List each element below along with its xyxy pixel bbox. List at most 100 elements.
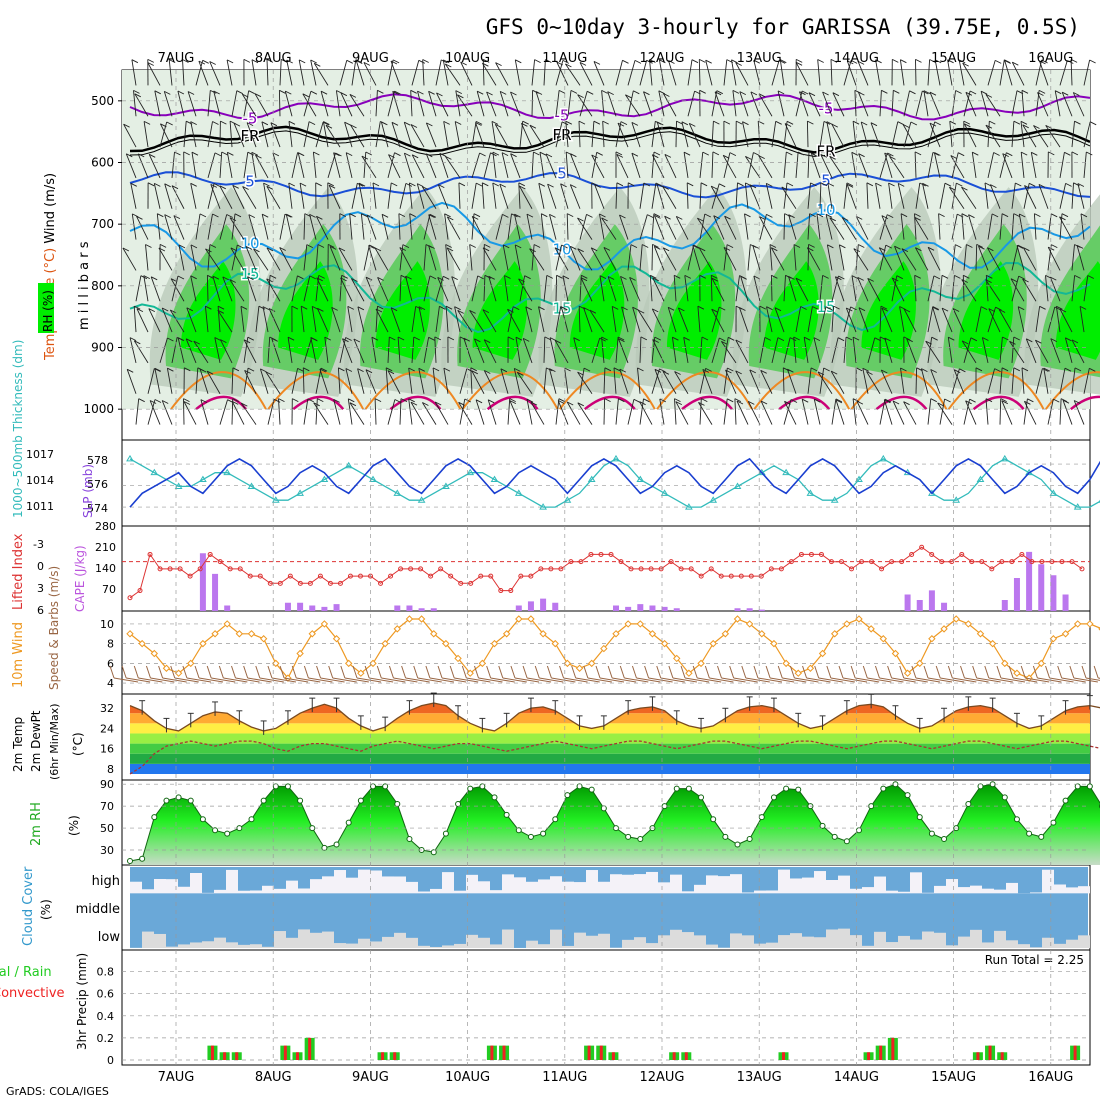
upper-air-barb	[349, 402, 365, 425]
thickness-marker	[1000, 454, 1009, 462]
upper-air-barb-flag	[627, 182, 635, 187]
upper-air-barb	[262, 306, 269, 333]
upper-air-barb-flag	[758, 155, 765, 160]
upper-air-barb-flag	[1026, 338, 1033, 343]
upper-air-barb-flag	[713, 120, 720, 125]
cloud-low-bar	[370, 941, 382, 948]
upper-air-barb	[507, 213, 512, 240]
upper-air-barb-flag	[894, 245, 901, 250]
temp-unit-label: (°C)	[71, 732, 85, 756]
cloud-high-bar	[334, 870, 346, 894]
upper-air-barb-flag	[1019, 213, 1026, 218]
upper-air-barb-flag	[726, 398, 734, 403]
upper-air-barb	[1024, 185, 1037, 209]
upper-air-barb-flag	[956, 182, 963, 187]
wind-speed-marker	[952, 615, 960, 623]
cloud-high-bar	[286, 880, 298, 894]
upper-air-barb-flag	[212, 213, 219, 218]
upper-air-barb	[315, 244, 319, 271]
upper-air-barb	[268, 308, 281, 333]
wind-tick-label: 6	[107, 657, 114, 670]
upper-air-barb	[171, 185, 185, 209]
upper-air-barb	[543, 367, 547, 394]
upper-air-barb-flag	[786, 120, 794, 125]
upper-air-barb	[656, 121, 665, 148]
upper-air-barb	[631, 153, 641, 179]
upper-air-barb	[697, 306, 701, 333]
upper-air-barb-flag	[262, 306, 270, 311]
wind-barb-flag	[826, 665, 832, 679]
upper-air-barb-flag	[683, 151, 691, 156]
upper-air-barb	[387, 399, 396, 425]
rh-marker	[321, 844, 328, 851]
cloud-low-bar	[190, 942, 202, 948]
wind-barb	[174, 677, 199, 683]
upper-air-barb-flag	[375, 308, 383, 313]
lifted-index-marker	[568, 559, 574, 565]
upper-air-barb-flag	[157, 213, 164, 218]
upper-air-barb	[481, 182, 485, 209]
upper-air-barb-flag	[186, 307, 194, 312]
upper-air-barb-flag	[799, 91, 806, 96]
wind-barb	[855, 677, 880, 683]
wind-barb-flag	[680, 665, 686, 679]
upper-air-barb-flag	[1017, 244, 1025, 249]
upper-air-barb	[750, 91, 761, 117]
upper-air-barb-flag	[787, 368, 794, 373]
upper-air-barb-flag	[213, 183, 221, 187]
upper-air-barb	[565, 63, 581, 86]
cloud-high-bar	[466, 874, 478, 894]
upper-air-barb	[316, 308, 329, 333]
upper-air-barb	[421, 186, 437, 209]
upper-air-barb	[627, 90, 634, 117]
wind-barb-flag	[376, 665, 382, 679]
upper-air-barb-flag	[786, 182, 794, 187]
upper-air-barb	[154, 90, 161, 117]
upper-air-barb-flag	[949, 120, 957, 125]
upper-air-barb	[287, 337, 293, 363]
upper-air-barb	[303, 337, 312, 364]
upper-air-barb	[535, 91, 545, 117]
upper-air-barb	[411, 336, 415, 363]
lifted-index-marker	[688, 566, 694, 572]
upper-air-barb	[131, 213, 137, 240]
upper-air-barb-flag	[491, 120, 499, 125]
cloud-high-bar	[442, 872, 454, 894]
upper-air-barb-flag	[428, 90, 435, 95]
upper-air-barb	[190, 121, 197, 148]
upper-air-barb-flag	[473, 213, 481, 218]
cloud-low-bar	[1018, 944, 1030, 948]
upper-air-barb	[1025, 338, 1037, 364]
upper-air-barb-flag	[731, 59, 738, 64]
upper-air-barb	[987, 213, 993, 240]
rh-marker	[698, 794, 705, 801]
cloud-low-bar	[166, 946, 178, 948]
upper-air-barb	[513, 368, 521, 394]
wind-barb	[612, 677, 637, 683]
upper-air-barb-flag	[783, 367, 790, 372]
upper-air-barb	[161, 400, 173, 425]
rh-marker	[212, 827, 219, 834]
upper-air-barb	[229, 279, 245, 302]
upper-air-barb	[247, 276, 257, 302]
upper-air-barb-flag	[654, 245, 661, 250]
upper-air-barb	[987, 152, 995, 179]
upper-air-barb	[436, 92, 449, 117]
upper-air-barb	[471, 152, 481, 179]
upper-air-barb-flag	[742, 121, 749, 126]
upper-air-barb	[363, 151, 367, 178]
upper-air-barb	[143, 275, 149, 302]
thickness-axis-label: 1000~500mb Thickness (dm)	[11, 340, 25, 518]
upper-air-barb-flag	[482, 309, 490, 314]
upper-air-barb-flag	[1089, 367, 1096, 372]
rh-marker	[941, 836, 948, 843]
upper-air-barb-flag	[271, 337, 278, 342]
upper-air-barb-flag	[1074, 367, 1082, 372]
rh-marker	[151, 814, 158, 821]
upper-air-barb	[333, 399, 341, 425]
temp-band	[130, 763, 1090, 774]
top-date-label: 15AUG	[931, 51, 976, 66]
upper-air-barb	[351, 183, 358, 209]
lifted-index-marker	[889, 559, 895, 565]
